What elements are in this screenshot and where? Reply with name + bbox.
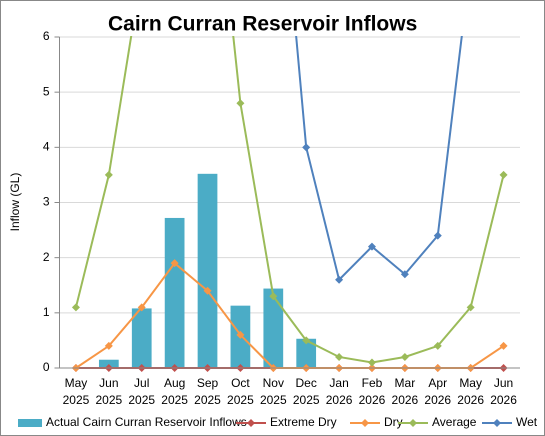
x-tick-label: Oct 2025 bbox=[227, 376, 254, 407]
bar bbox=[131, 308, 152, 368]
legend-marker bbox=[409, 419, 417, 427]
marker bbox=[104, 170, 113, 179]
marker bbox=[433, 341, 442, 350]
legend-label: Actual Cairn Curran Reservoir Inflows bbox=[46, 415, 247, 429]
x-tick-label: Nov 2025 bbox=[260, 376, 287, 407]
x-tick-label: May 2025 bbox=[63, 376, 90, 407]
marker bbox=[302, 143, 311, 152]
y-tick-label: 6 bbox=[43, 29, 50, 43]
x-tick-label: Feb 2026 bbox=[359, 376, 386, 407]
marker bbox=[236, 99, 245, 108]
x-tick-label: Dec 2025 bbox=[293, 376, 320, 407]
legend-label: Extreme Dry bbox=[270, 415, 337, 429]
marker bbox=[433, 231, 442, 240]
marker bbox=[236, 330, 245, 339]
line bbox=[74, 36, 505, 364]
marker bbox=[104, 341, 113, 350]
marker bbox=[367, 242, 376, 251]
y-tick-label: 2 bbox=[43, 250, 50, 264]
chart-title: Cairn Curran Reservoir Inflows bbox=[108, 13, 417, 36]
y-tick-label: 1 bbox=[43, 305, 50, 319]
marker bbox=[335, 352, 344, 361]
bar bbox=[197, 173, 218, 368]
legend-swatch bbox=[18, 419, 42, 427]
marker bbox=[499, 170, 508, 179]
x-tick-label: Jun 2026 bbox=[490, 376, 517, 407]
legend-marker bbox=[247, 419, 255, 427]
marker bbox=[302, 336, 311, 345]
marker bbox=[499, 341, 508, 350]
marker bbox=[400, 352, 409, 361]
x-tick-label: Sep 2025 bbox=[194, 376, 221, 407]
bar bbox=[296, 338, 317, 368]
legend: Actual Cairn Curran Reservoir Inflows Ext… bbox=[18, 415, 538, 429]
x-tick-label: Mar 2026 bbox=[392, 376, 419, 407]
marker bbox=[203, 286, 212, 295]
y-axis-label: Inflow (GL) bbox=[8, 173, 22, 232]
x-tick-label: Apr 2026 bbox=[424, 376, 451, 407]
marker bbox=[400, 270, 409, 279]
y-tick-label: 4 bbox=[43, 140, 50, 154]
marker bbox=[137, 303, 146, 312]
x-tick-label: Aug 2025 bbox=[161, 376, 188, 407]
x-tick-label: Jun 2025 bbox=[95, 376, 122, 407]
marker bbox=[335, 275, 344, 284]
bar bbox=[98, 359, 119, 368]
legend-label: Average bbox=[432, 415, 477, 429]
bar bbox=[164, 217, 185, 368]
y-tick-label: 0 bbox=[43, 360, 50, 374]
x-tick-label: Jul 2025 bbox=[128, 376, 155, 407]
bar bbox=[263, 288, 284, 368]
legend-label: Wet bbox=[516, 415, 538, 429]
marker bbox=[71, 303, 80, 312]
marker bbox=[466, 303, 475, 312]
marker bbox=[170, 259, 179, 268]
legend-marker bbox=[361, 419, 369, 427]
marker bbox=[269, 292, 278, 301]
y-tick-label: 3 bbox=[43, 195, 50, 209]
x-tick-label: May 2026 bbox=[457, 376, 484, 407]
y-tick-label: 5 bbox=[43, 84, 50, 98]
legend-marker bbox=[493, 419, 501, 427]
marker bbox=[367, 358, 376, 367]
legend-label: Dry bbox=[384, 415, 403, 429]
x-tick-label: Jan 2026 bbox=[326, 376, 353, 407]
